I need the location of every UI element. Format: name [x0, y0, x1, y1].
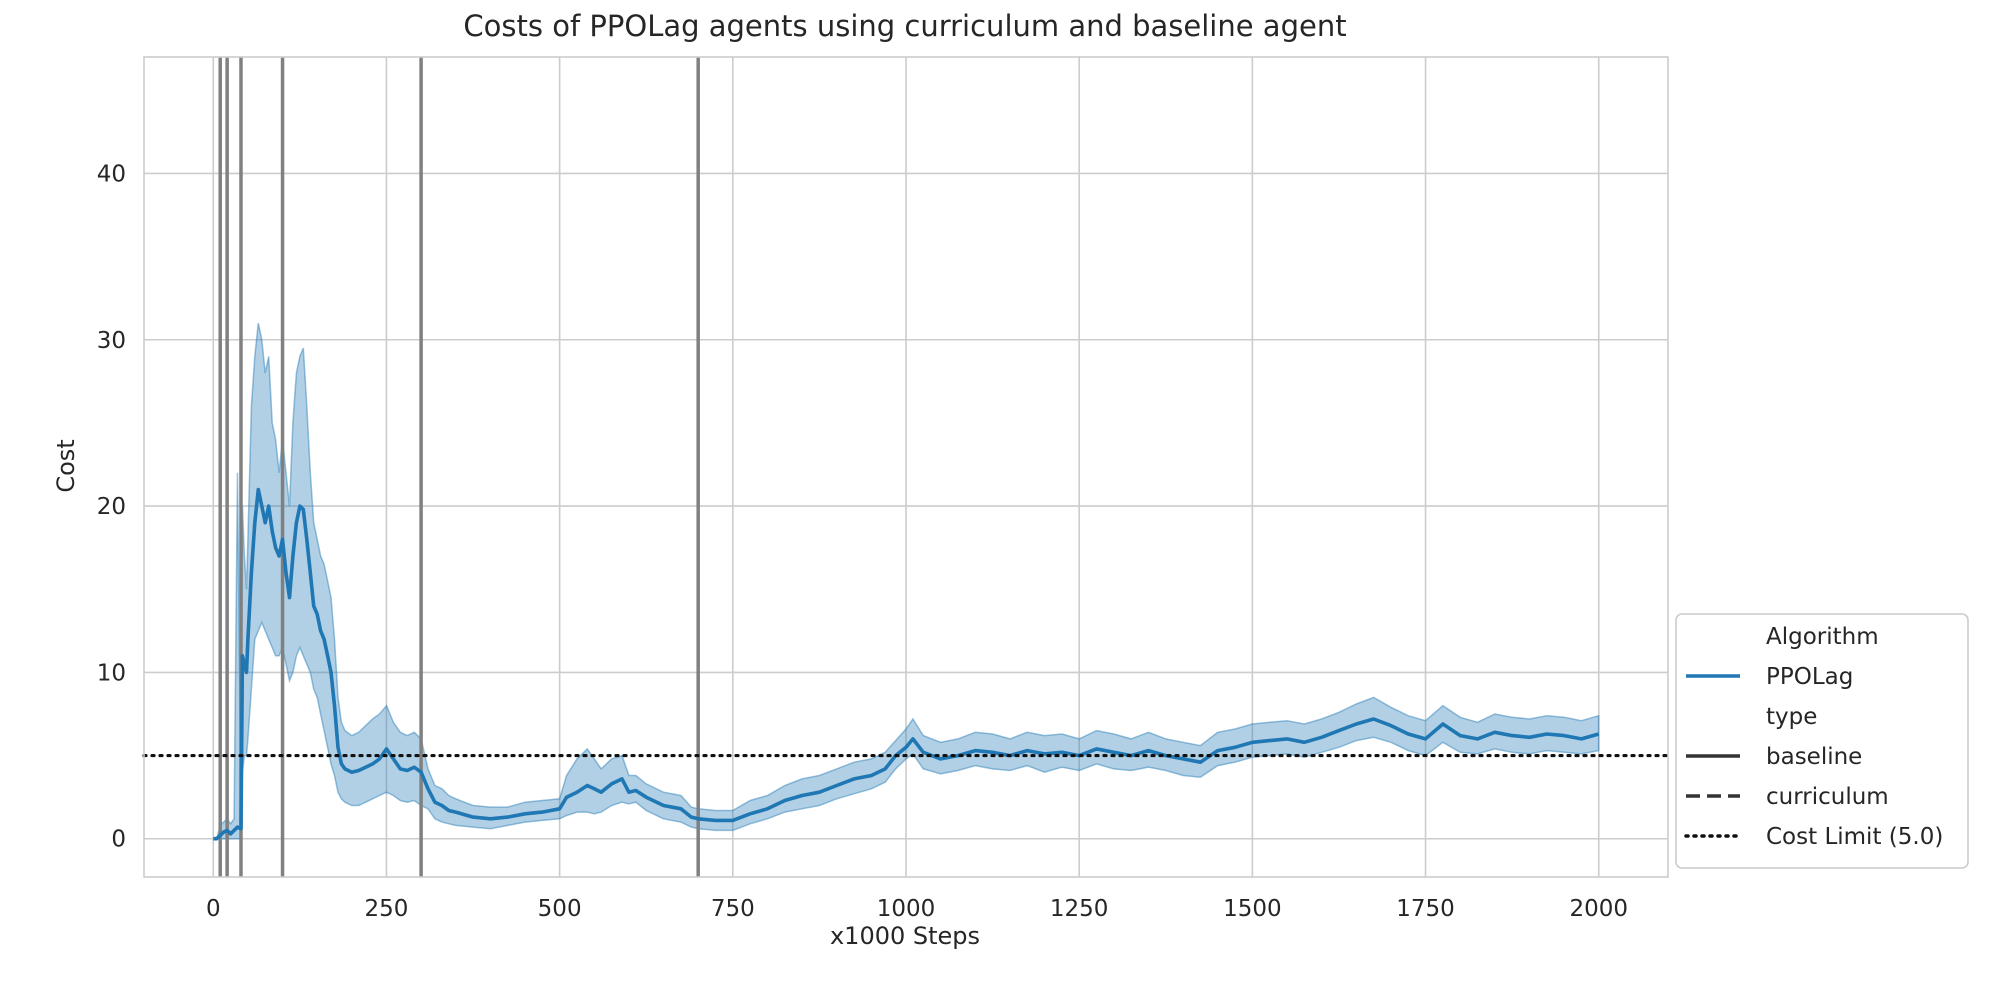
legend-label: baseline [1766, 744, 1862, 770]
legend-label: type [1766, 704, 1817, 730]
grid [144, 57, 1668, 877]
x-axis-label: x1000 Steps [830, 922, 980, 950]
x-tick-label: 500 [538, 896, 582, 922]
x-tick-label: 0 [206, 896, 221, 922]
legend-label: curriculum [1766, 784, 1889, 810]
tick-labels: 0 250 500 750 1000 1250 1500 1750 2000 0 10 20 30 40 [97, 161, 1628, 922]
y-axis-label: Cost [52, 439, 80, 492]
x-tick-label: 1250 [1050, 896, 1109, 922]
confidence-band [213, 322, 1600, 840]
series-layer [213, 487, 1600, 841]
plot-frame [143, 56, 1669, 878]
y-tick-label: 0 [111, 827, 126, 853]
legend-box [1675, 613, 1969, 869]
x-tick-label: 250 [365, 896, 409, 922]
series-line-ppolag [213, 487, 1600, 841]
y-tick-label: 20 [97, 494, 126, 520]
legend-label: PPOLag [1766, 664, 1853, 690]
y-tick-label: 10 [97, 660, 126, 686]
x-tick-label: 1500 [1223, 896, 1282, 922]
y-tick-label: 30 [97, 328, 126, 354]
x-tick-label: 2000 [1569, 896, 1628, 922]
legend-label: Algorithm [1766, 624, 1879, 650]
chart-title: Costs of PPOLag agents using curriculum … [463, 9, 1346, 43]
x-tick-label: 1750 [1396, 896, 1455, 922]
x-tick-label: 1000 [877, 896, 936, 922]
x-tick-label: 750 [711, 896, 755, 922]
series-band-ppolag [213, 322, 1600, 840]
legend: Algorithm PPOLag type baseline curriculum Cos… [1675, 613, 1969, 869]
legend-label: Cost Limit (5.0) [1766, 824, 1943, 850]
y-tick-label: 40 [97, 161, 126, 187]
